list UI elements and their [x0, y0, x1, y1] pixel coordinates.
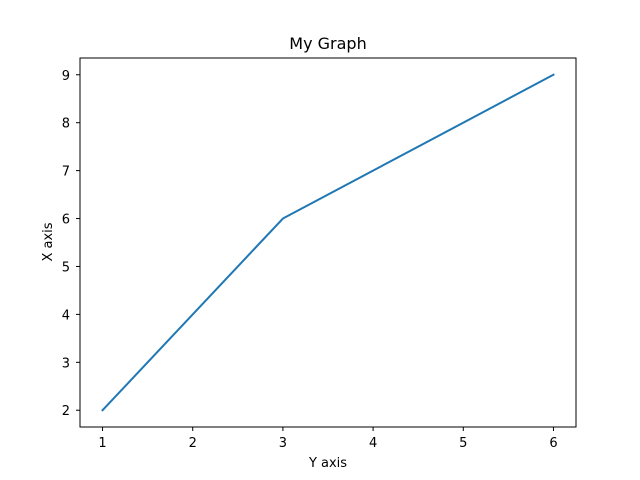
- x-tick-label: 2: [189, 436, 197, 451]
- x-tick-label: 4: [369, 436, 377, 451]
- y-tick-label: 5: [62, 260, 70, 275]
- y-tick-label: 9: [62, 69, 70, 84]
- y-axis-ticks: 2 3 4 5 6 7 8 9: [62, 69, 80, 419]
- x-axis-label: Y axis: [308, 456, 347, 471]
- y-tick-label: 4: [62, 308, 70, 323]
- chart-title: My Graph: [289, 34, 366, 53]
- y-tick-label: 6: [62, 213, 70, 228]
- plot-area: [80, 58, 576, 427]
- series-line: [101, 73, 555, 412]
- plot-frame: [79, 57, 577, 428]
- x-tick-label: 6: [549, 436, 557, 451]
- y-tick-label: 7: [62, 165, 70, 180]
- y-tick-label: 2: [62, 404, 70, 419]
- y-axis-label: X axis: [41, 222, 56, 261]
- x-axis-ticks: 1 2 3 4 5 6: [98, 427, 558, 451]
- x-tick-label: 1: [98, 436, 106, 451]
- x-tick-label: 5: [459, 436, 467, 451]
- x-tick-label: 3: [279, 436, 287, 451]
- y-tick-label: 3: [62, 356, 70, 371]
- y-tick-label: 8: [62, 117, 70, 132]
